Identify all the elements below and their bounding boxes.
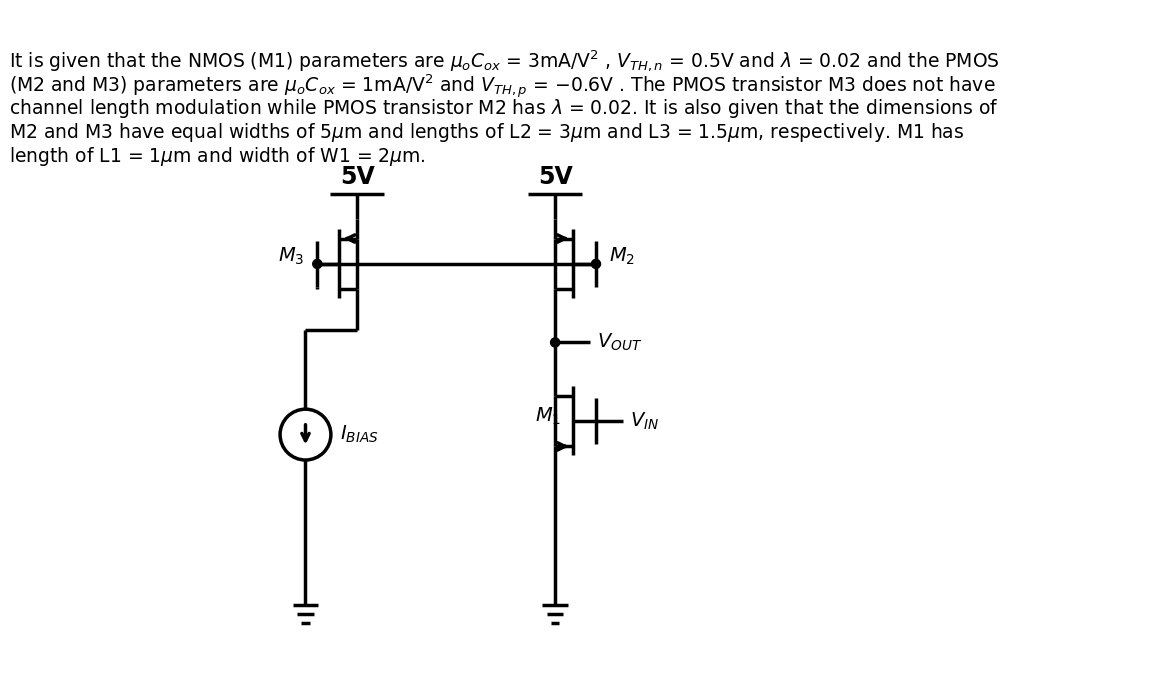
Text: 5V: 5V — [340, 165, 375, 189]
Text: $V_{IN}$: $V_{IN}$ — [630, 410, 660, 432]
Circle shape — [313, 259, 321, 269]
Text: (M2 and M3) parameters are $\mu_o C_{ox}$ = 1mA/V$^2$ and $V_{TH,p}$ = $-$0.6V .: (M2 and M3) parameters are $\mu_o C_{ox}… — [8, 73, 995, 101]
Text: M2 and M3 have equal widths of 5$\mu$m and lengths of L2 = 3$\mu$m and L3 = 1.5$: M2 and M3 have equal widths of 5$\mu$m a… — [8, 121, 964, 144]
Text: $I_{BIAS}$: $I_{BIAS}$ — [340, 424, 379, 445]
Circle shape — [550, 338, 560, 347]
Circle shape — [592, 259, 600, 269]
Text: $V_{OUT}$: $V_{OUT}$ — [596, 332, 642, 353]
Text: length of L1 = 1$\mu$m and width of W1 = 2$\mu$m.: length of L1 = 1$\mu$m and width of W1 =… — [8, 145, 425, 168]
Text: $M_2$: $M_2$ — [609, 246, 635, 267]
Text: 5V: 5V — [538, 165, 572, 189]
Text: $M_1$: $M_1$ — [535, 406, 562, 427]
Text: It is given that the NMOS (M1) parameters are $\mu_o C_{ox}$ = 3mA/V$^2$ , $V_{T: It is given that the NMOS (M1) parameter… — [8, 49, 999, 74]
Text: $M_3$: $M_3$ — [279, 246, 304, 267]
Text: channel length modulation while PMOS transistor M2 has $\lambda$ = 0.02. It is a: channel length modulation while PMOS tra… — [8, 97, 999, 120]
